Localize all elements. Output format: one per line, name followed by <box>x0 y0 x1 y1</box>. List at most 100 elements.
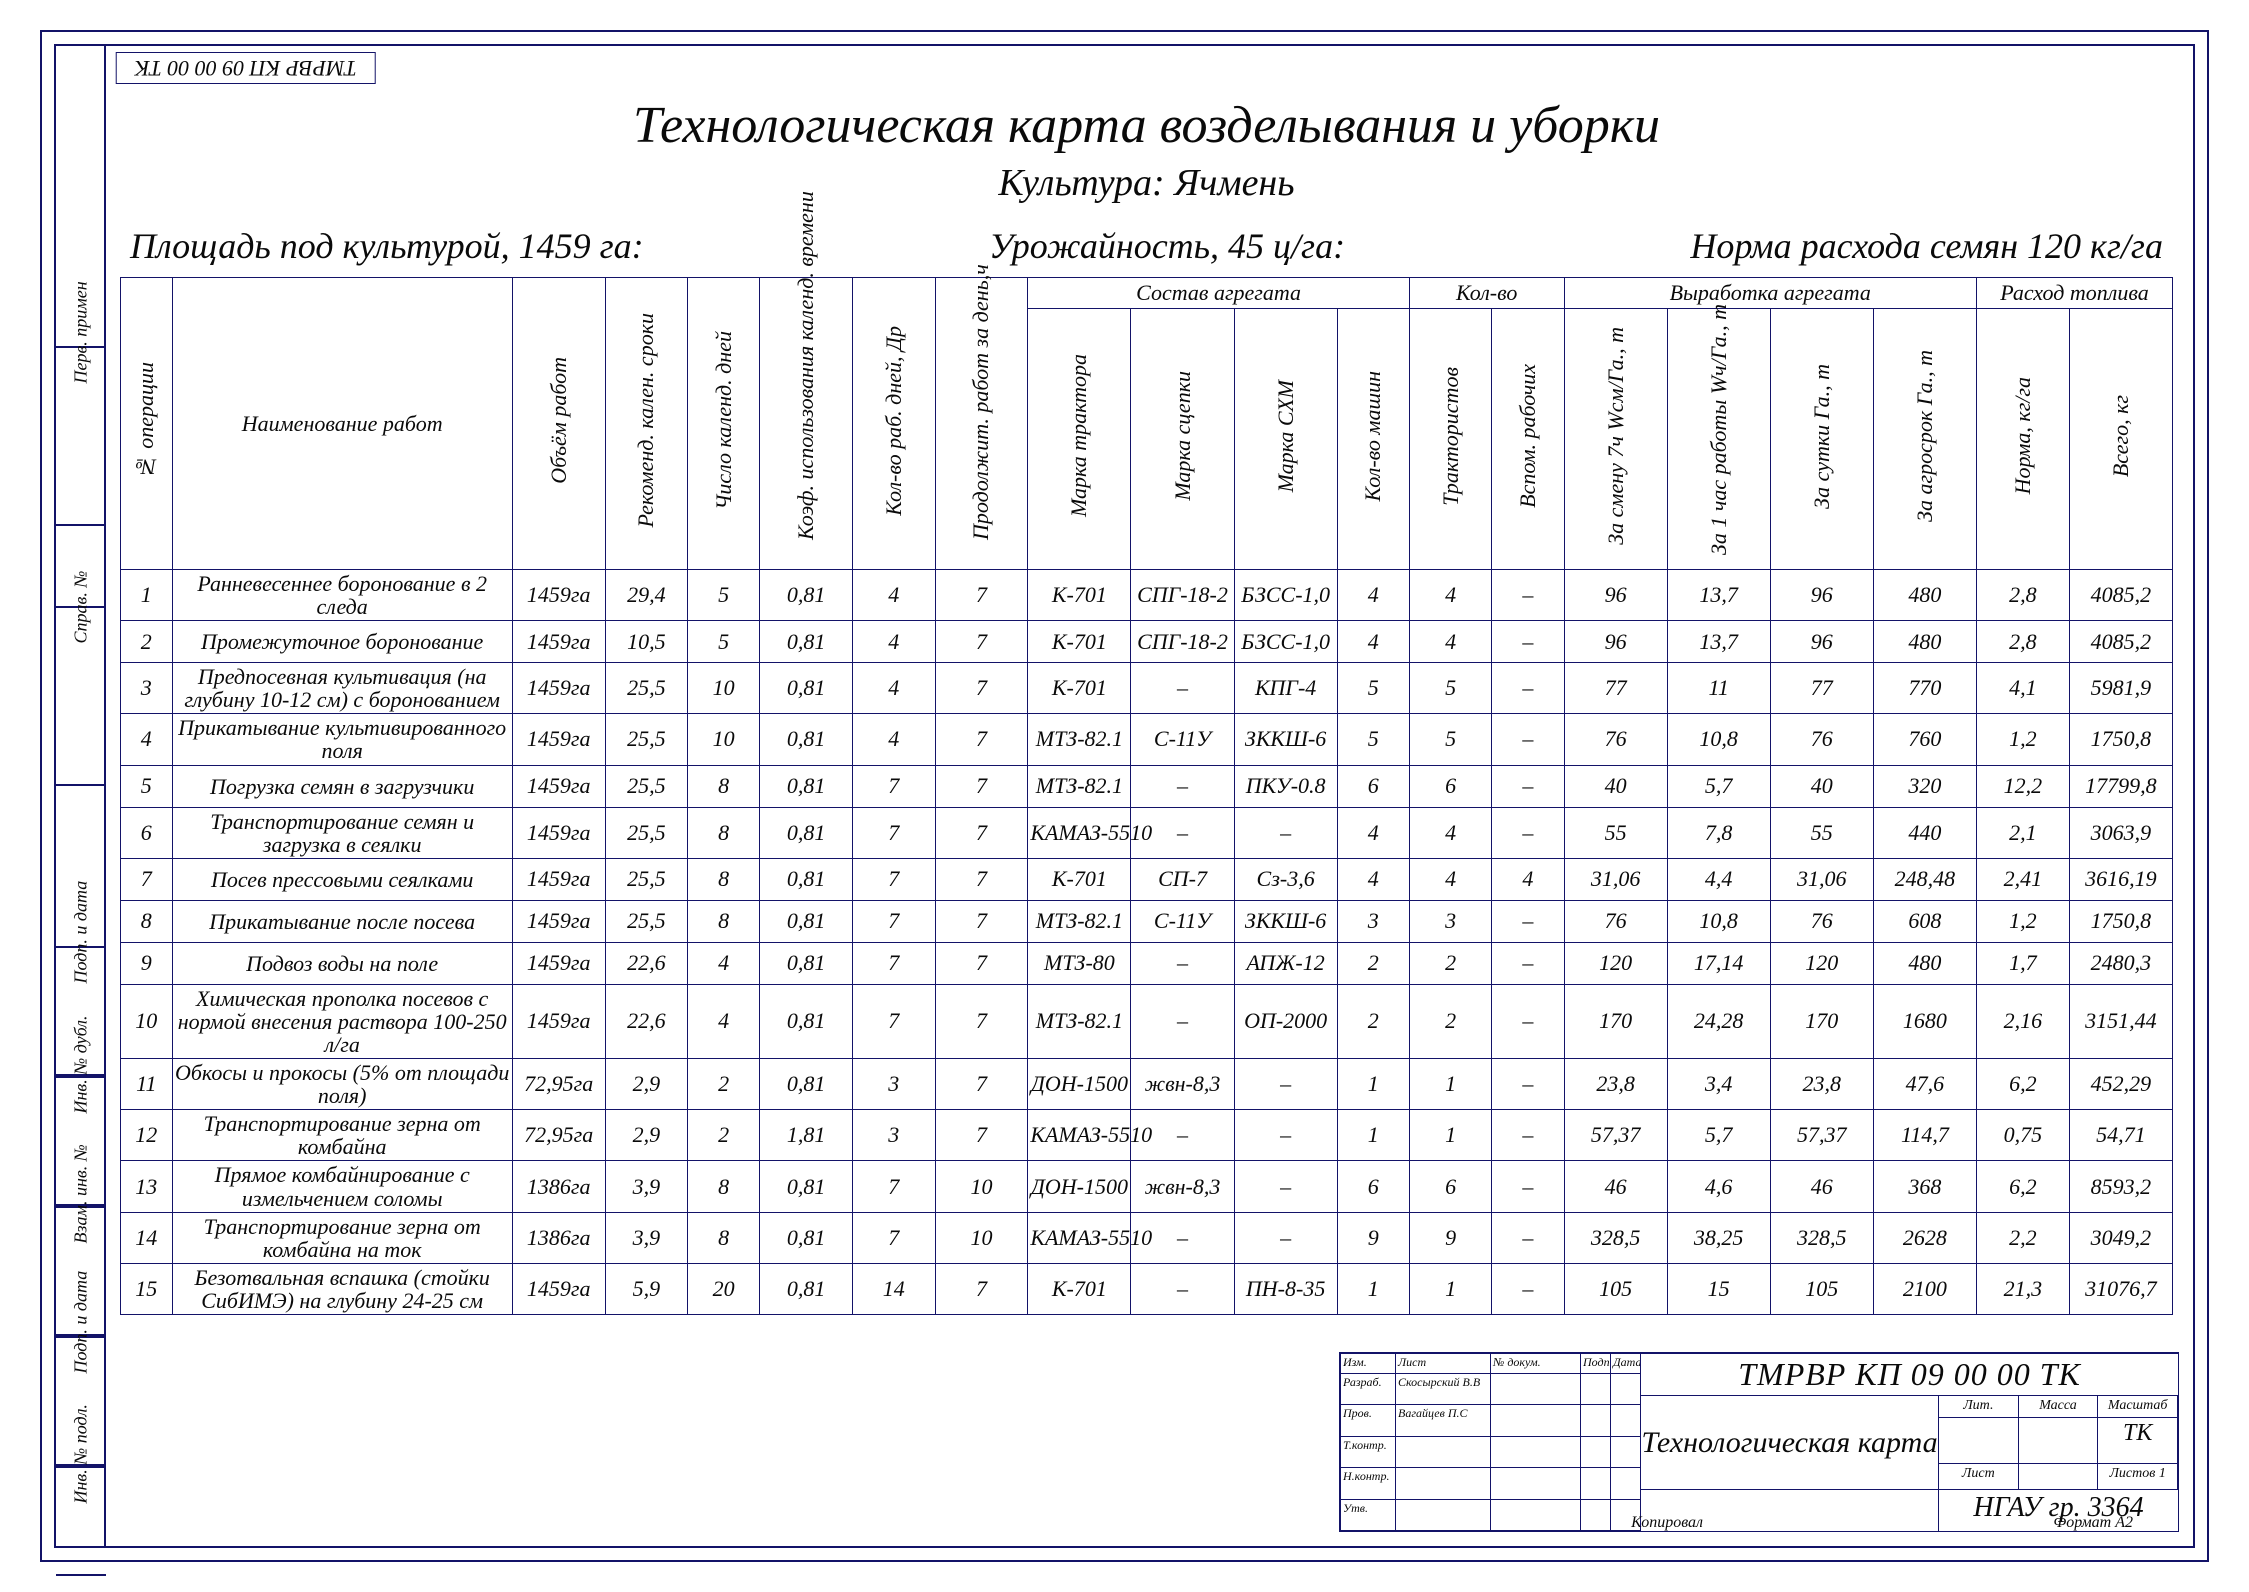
cell: 7 <box>935 858 1028 900</box>
cell: 6 <box>1409 765 1491 807</box>
cell: 5,7 <box>1667 1110 1770 1161</box>
cell: 57,37 <box>1770 1110 1873 1161</box>
cell: – <box>1492 570 1564 621</box>
cell: 31,06 <box>1770 858 1873 900</box>
cell: 22,6 <box>605 942 687 984</box>
col-sub: Вспом. рабочих <box>1492 309 1564 570</box>
cell: 6 <box>121 807 173 858</box>
tb-cell <box>1491 1374 1581 1404</box>
cell: 2,8 <box>1976 570 2069 621</box>
table-row: 1Ранневесеннее боронование в 2 следа1459… <box>121 570 2173 621</box>
cell: 2 <box>1409 942 1491 984</box>
cell: 8 <box>688 1161 760 1212</box>
cell: 10 <box>121 984 173 1058</box>
cell: 47,6 <box>1873 1059 1976 1110</box>
cell: 452,29 <box>2069 1059 2172 1110</box>
cell: – <box>1234 1059 1337 1110</box>
cell: 7 <box>935 663 1028 714</box>
table-row: 15Безотвальная вспашка (стойки СибИМЭ) н… <box>121 1263 2173 1314</box>
cell: 2480,3 <box>2069 942 2172 984</box>
table-row: 13Прямое комбайнирование с измельчением … <box>121 1161 2173 1212</box>
cell: 7 <box>853 1212 935 1263</box>
tb-cell <box>1611 1374 1641 1404</box>
cell: С-11У <box>1131 900 1234 942</box>
tb-cell: Пров. <box>1341 1405 1396 1435</box>
cell: – <box>1131 663 1234 714</box>
cell: 6,2 <box>1976 1059 2069 1110</box>
cell: 96 <box>1770 570 1873 621</box>
cell: 5,7 <box>1667 765 1770 807</box>
cell: – <box>1492 1263 1564 1314</box>
cell: 21,3 <box>1976 1263 2069 1314</box>
cell: – <box>1234 1110 1337 1161</box>
tb-cell <box>1491 1437 1581 1467</box>
cell: 0,81 <box>760 942 853 984</box>
cell: – <box>1492 663 1564 714</box>
cell: 3151,44 <box>2069 984 2172 1058</box>
col-sub: Марка СХМ <box>1234 309 1337 570</box>
tb-lit-label: Лит. <box>1939 1396 2019 1417</box>
cell: 1 <box>121 570 173 621</box>
col-sub: Трактористов <box>1409 309 1491 570</box>
cell: 3063,9 <box>2069 807 2172 858</box>
tb-doc-code: ТМРВР КП 09 00 00 ТК <box>1641 1354 2179 1396</box>
cell: 8593,2 <box>2069 1161 2172 1212</box>
tb-cell <box>1581 1468 1611 1498</box>
col-head: Число календ. дней <box>688 278 760 570</box>
cell: 0,81 <box>760 858 853 900</box>
col-sub: Норма, кг/га <box>1976 309 2069 570</box>
cell: 368 <box>1873 1161 1976 1212</box>
cell: 114,7 <box>1873 1110 1976 1161</box>
cell: 480 <box>1873 570 1976 621</box>
cell: 3616,19 <box>2069 858 2172 900</box>
cell: 55 <box>1770 807 1873 858</box>
table-row: 4Прикатывание культивированного поля1459… <box>121 714 2173 765</box>
cell: Прямое комбайнирование с измельчением со… <box>172 1161 512 1212</box>
col-sub: За смену 7ч Wсм/Га., т <box>1564 309 1667 570</box>
cell: 328,5 <box>1564 1212 1667 1263</box>
cell: 4 <box>1492 858 1564 900</box>
cell: 7 <box>121 858 173 900</box>
cell: 1,7 <box>1976 942 2069 984</box>
tb-cell: Разраб. <box>1341 1374 1396 1404</box>
cell: 4 <box>853 663 935 714</box>
cell: 0,81 <box>760 714 853 765</box>
cell: 17,14 <box>1667 942 1770 984</box>
cell: – <box>1492 984 1564 1058</box>
side-label: Подп. и дата <box>71 934 92 984</box>
group-vyrab: Выработка агрегата <box>1564 278 1976 309</box>
cell: 1750,8 <box>2069 900 2172 942</box>
cell: Ранневесеннее боронование в 2 следа <box>172 570 512 621</box>
cell: 1459га <box>512 858 605 900</box>
tb-cell <box>1396 1437 1491 1467</box>
cell: 46 <box>1564 1161 1667 1212</box>
cell: 2,8 <box>1976 621 2069 663</box>
cell: 3 <box>1337 900 1409 942</box>
cell: 17799,8 <box>2069 765 2172 807</box>
cell: С-11У <box>1131 714 1234 765</box>
cell: 4 <box>688 984 760 1058</box>
cell: – <box>1131 1263 1234 1314</box>
cell: 2 <box>1337 984 1409 1058</box>
table-row: 9Подвоз воды на поле1459га22,640,8177МТЗ… <box>121 942 2173 984</box>
cell: 0,81 <box>760 1263 853 1314</box>
tb-sheet-val <box>2019 1464 2099 1489</box>
cell: 15 <box>121 1263 173 1314</box>
cell: МТЗ-82.1 <box>1028 765 1131 807</box>
cell: 105 <box>1564 1263 1667 1314</box>
cell: 76 <box>1770 900 1873 942</box>
cell: ДОН-1500 <box>1028 1059 1131 1110</box>
cell: МТЗ-80 <box>1028 942 1131 984</box>
meta-area: Площадь под культурой, 1459 га: <box>130 225 644 267</box>
tb-lit-val <box>1939 1418 2019 1463</box>
cell: КАМАЗ-5510 <box>1028 1212 1131 1263</box>
cell: 25,5 <box>605 858 687 900</box>
cell: Химическая прополка посевов с нормой вне… <box>172 984 512 1058</box>
cell: СП-7 <box>1131 858 1234 900</box>
cell: – <box>1131 942 1234 984</box>
cell: 3 <box>1409 900 1491 942</box>
cell: БЗСС-1,0 <box>1234 570 1337 621</box>
cell: – <box>1492 714 1564 765</box>
cell: 4 <box>688 942 760 984</box>
cell: 1459га <box>512 570 605 621</box>
